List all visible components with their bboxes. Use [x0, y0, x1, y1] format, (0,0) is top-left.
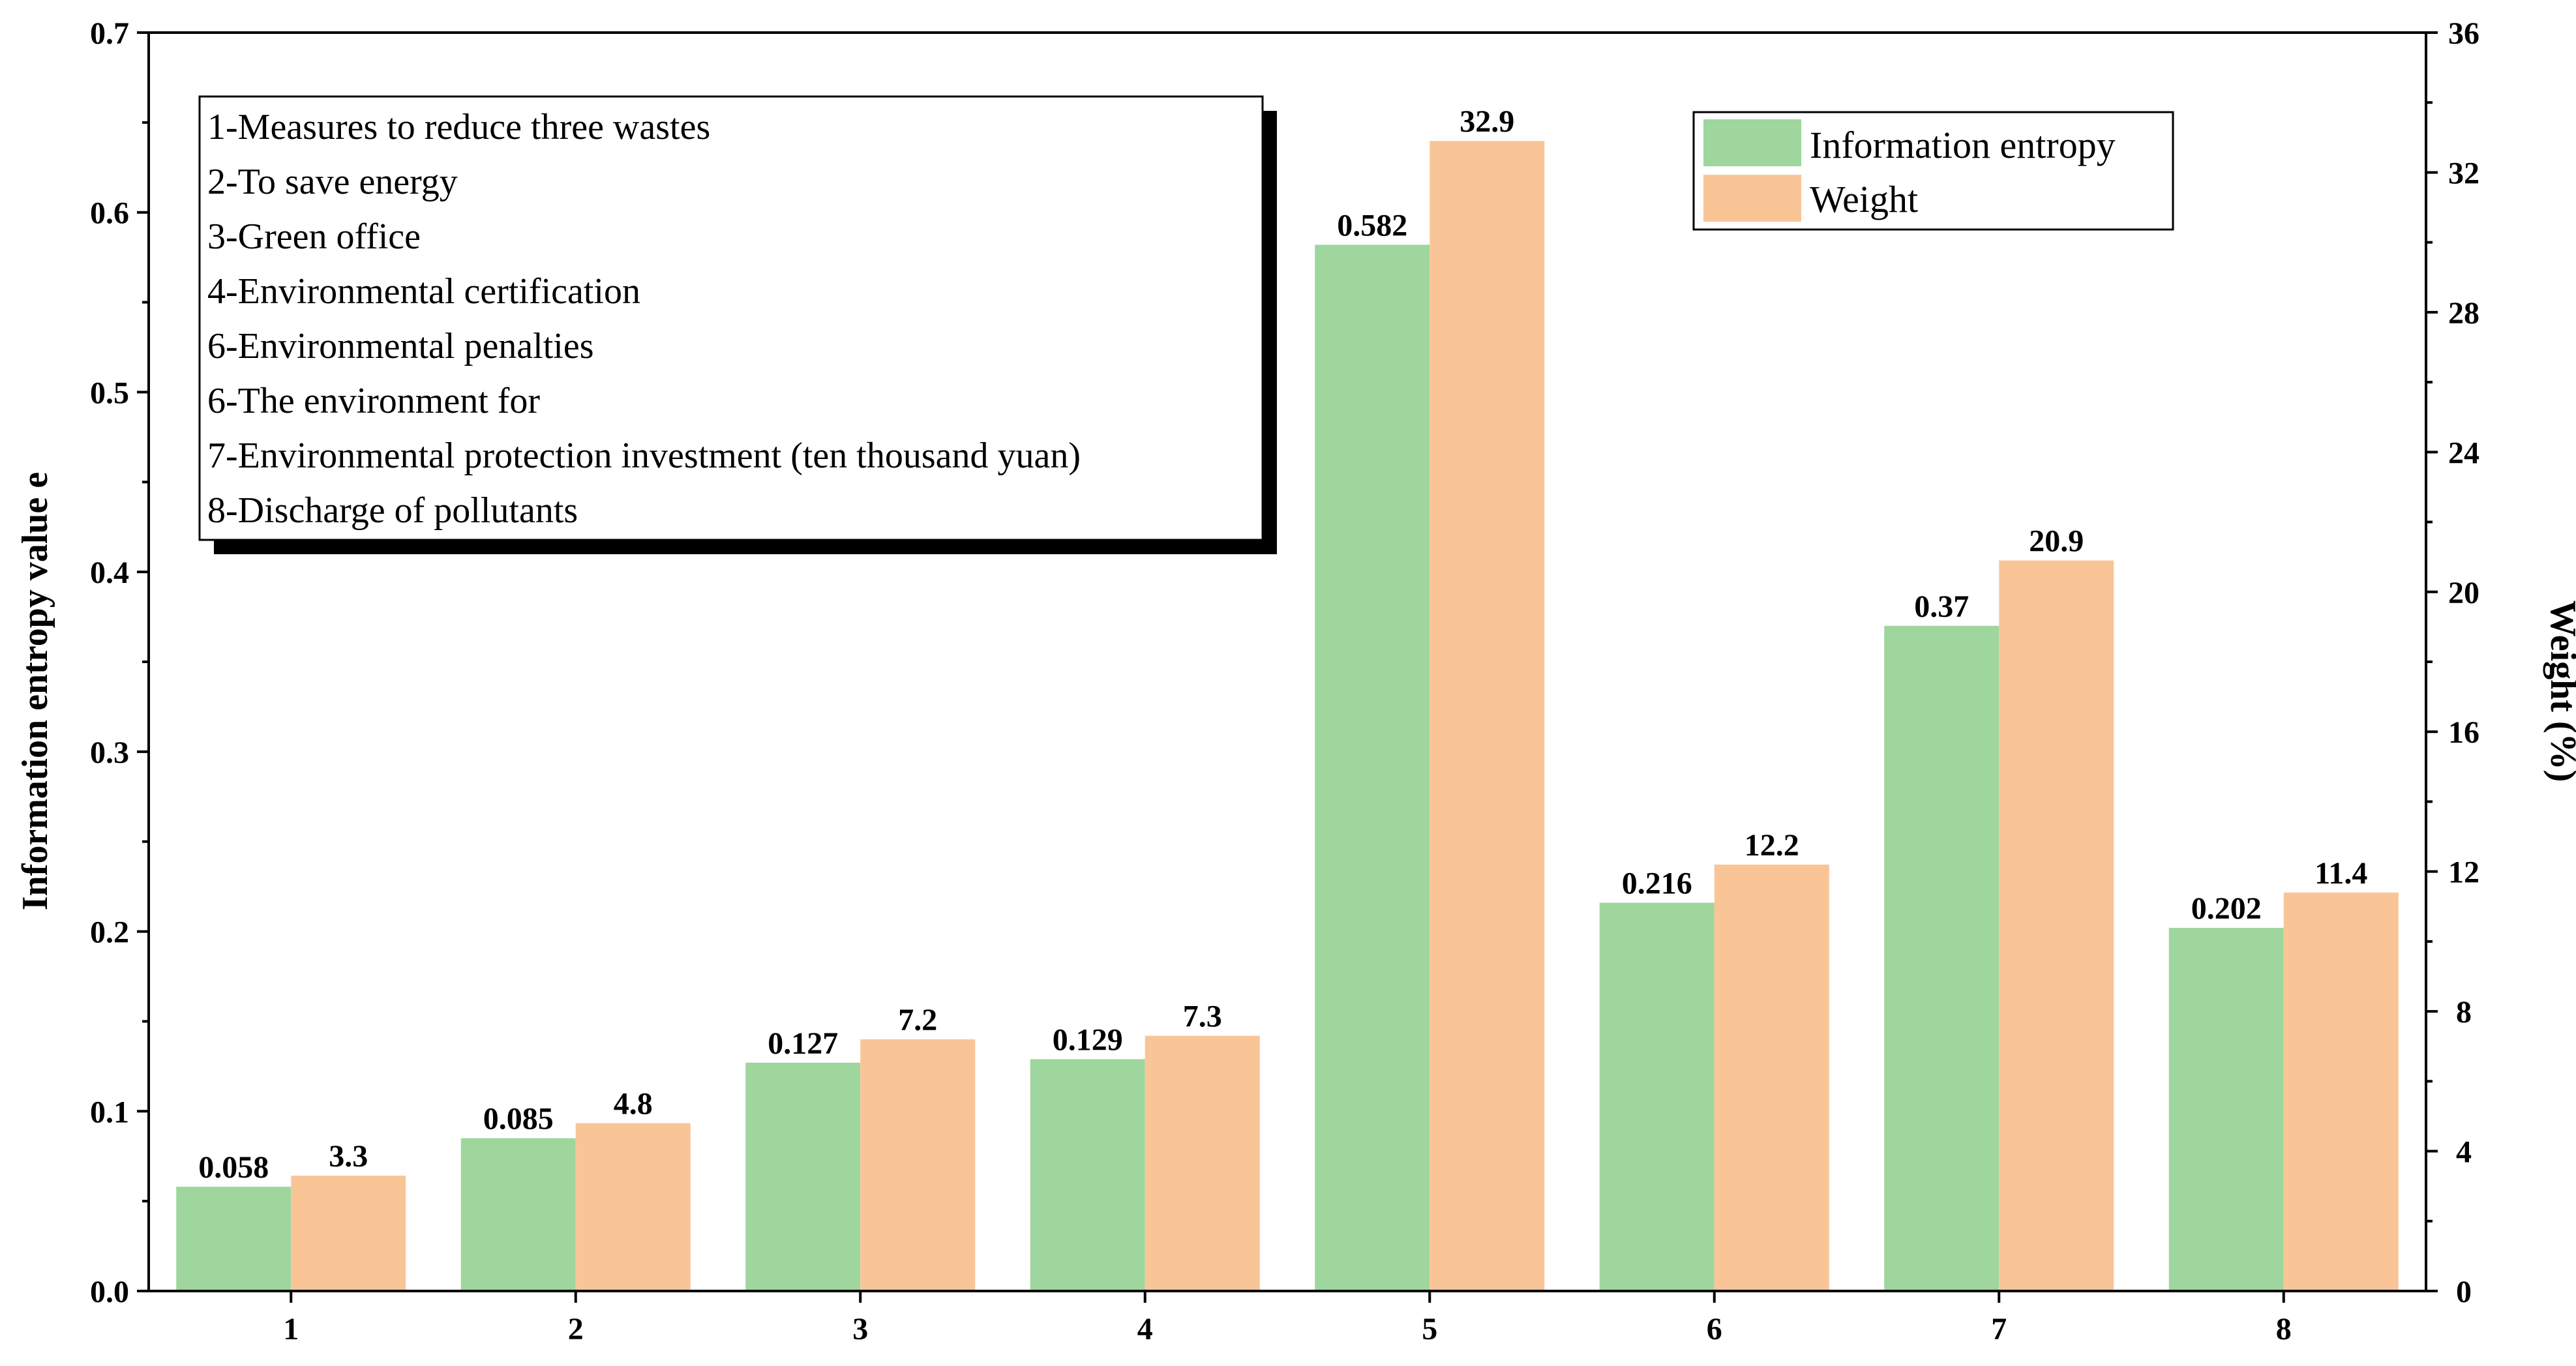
legend-label-weight: Weight: [1810, 178, 1918, 220]
y-tick-label: 0.1: [90, 1095, 129, 1129]
y-tick-label: 0.7: [90, 16, 129, 51]
y-tick-label: 0.3: [90, 735, 129, 770]
note-line: 7-Environmental protection investment (t…: [207, 436, 1081, 476]
data-label-weight: 7.2: [898, 1003, 937, 1037]
note-line: 8-Discharge of pollutants: [207, 490, 578, 531]
note-line: 2-To save energy: [207, 162, 458, 202]
bar-weight: [291, 1176, 406, 1291]
bar-weight: [2283, 892, 2399, 1291]
bar-weight: [1430, 141, 1545, 1291]
note-box: 1-Measures to reduce three wastes 2-To s…: [198, 95, 1277, 554]
bar-weight: [575, 1123, 691, 1291]
x-tick-label: 4: [1137, 1312, 1153, 1346]
data-label-information-entropy: 0.202: [2191, 891, 2262, 926]
y2-tick-label: 36: [2448, 16, 2479, 51]
note-line: 6-Environmental penalties: [207, 326, 593, 366]
bar-information-entropy: [745, 1062, 861, 1291]
data-label-information-entropy: 0.085: [483, 1102, 554, 1136]
y2-tick-label: 12: [2448, 855, 2479, 890]
x-tick-label: 6: [1707, 1312, 1722, 1346]
y-axis-title: Information entropy value e: [15, 472, 55, 911]
x-tick-label: 1: [283, 1312, 299, 1346]
data-labels-layer: 0.058 3.3 0.085 4.8 0.127 7.2 0.129 7.3 0.582 32.…: [198, 104, 2367, 1185]
legend-label-information-entropy: Information entropy: [1810, 124, 2116, 166]
y2-tick-label: 20: [2448, 576, 2479, 610]
data-label-information-entropy: 0.058: [198, 1150, 269, 1185]
note-line: 1-Measures to reduce three wastes: [207, 107, 710, 147]
bar-weight: [1999, 560, 2114, 1291]
y2-axis-title: Weight (%): [2543, 601, 2576, 782]
data-label-information-entropy: 0.37: [1914, 589, 1969, 624]
y-tick-label: 0.0: [90, 1275, 129, 1309]
bar-information-entropy: [2168, 928, 2284, 1291]
data-label-weight: 4.8: [614, 1087, 653, 1121]
bar-weight: [860, 1039, 976, 1291]
y2-tick-label: 4: [2456, 1135, 2472, 1170]
note-line: 6-The environment for: [207, 381, 540, 421]
bar-information-entropy: [1884, 625, 1999, 1291]
y-tick-label: 0.2: [90, 915, 129, 950]
y2-tick-label: 16: [2448, 715, 2479, 750]
bar-information-entropy: [1599, 902, 1715, 1291]
data-label-information-entropy: 0.127: [768, 1026, 838, 1061]
x-tick-label: 5: [1422, 1312, 1437, 1346]
legend: Information entropy Weight: [1692, 111, 2174, 231]
bar-weight: [1145, 1035, 1260, 1291]
bars-layer: [176, 141, 2399, 1291]
data-label-weight: 20.9: [2029, 524, 2084, 559]
data-label-weight: 32.9: [1460, 104, 1514, 139]
axes-layer: 1 2 3 4 5 6 7 80.00.10.20.30.40.50.60.704812162…: [90, 16, 2479, 1346]
data-label-information-entropy: 0.129: [1053, 1022, 1123, 1057]
y2-tick-label: 28: [2448, 296, 2479, 331]
x-tick-label: 7: [1991, 1312, 2007, 1346]
data-label-weight: 3.3: [329, 1139, 368, 1174]
y-tick-label: 0.5: [90, 376, 129, 410]
y2-tick-label: 8: [2456, 995, 2472, 1030]
bar-information-entropy: [1315, 245, 1430, 1291]
note-line: 3-Green office: [207, 216, 421, 257]
legend-swatch-weight: [1703, 175, 1801, 222]
y2-tick-label: 24: [2448, 436, 2479, 470]
y2-tick-label: 0: [2456, 1275, 2472, 1309]
bar-information-entropy: [176, 1187, 292, 1291]
data-label-weight: 12.2: [1745, 828, 1799, 863]
legend-swatch-information-entropy: [1703, 119, 1801, 166]
data-label-weight: 11.4: [2314, 856, 2367, 891]
y-tick-label: 0.6: [90, 196, 129, 231]
y2-tick-label: 32: [2448, 156, 2479, 190]
x-tick-label: 8: [2276, 1312, 2292, 1346]
bar-information-entropy: [460, 1138, 576, 1291]
x-tick-label: 2: [568, 1312, 584, 1346]
x-tick-label: 3: [852, 1312, 868, 1346]
note-line: 4-Environmental certification: [207, 271, 640, 312]
data-label-information-entropy: 0.216: [1622, 866, 1692, 900]
bar-weight: [1714, 864, 1829, 1291]
y-tick-label: 0.4: [90, 556, 129, 590]
data-label-weight: 7.3: [1183, 1000, 1222, 1034]
data-label-information-entropy: 0.582: [1337, 208, 1407, 243]
note-box-frame: [198, 95, 1264, 541]
bar-information-entropy: [1030, 1059, 1145, 1291]
